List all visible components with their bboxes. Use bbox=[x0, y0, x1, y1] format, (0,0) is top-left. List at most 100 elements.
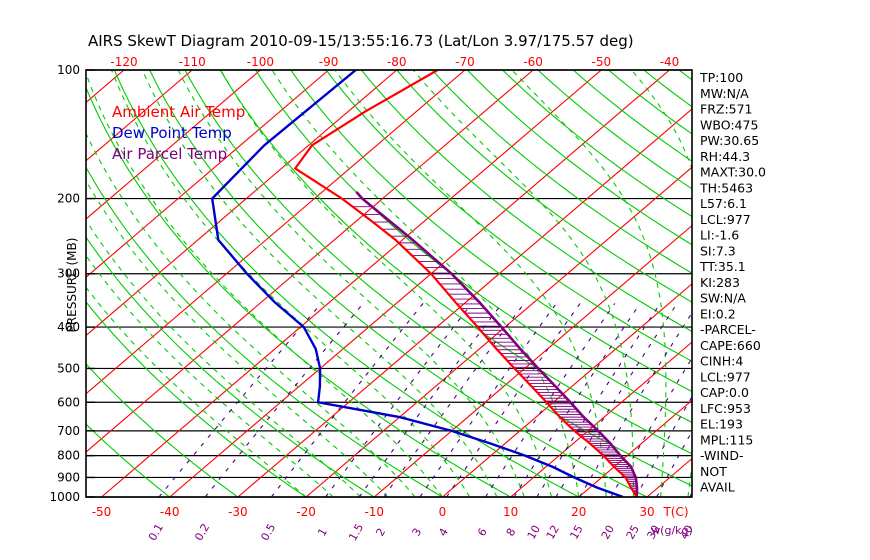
bottom-temp-tick-label: 30 bbox=[639, 505, 654, 519]
pressure-tick-label: 700 bbox=[57, 424, 80, 438]
pressure-tick-label: 200 bbox=[57, 192, 80, 206]
dry-adiabat-line bbox=[537, 70, 692, 190]
isotherm-line bbox=[86, 70, 466, 395]
index-row-6: MAXT:30.0 bbox=[700, 165, 766, 180]
pressure-tick-label: 100 bbox=[57, 63, 80, 77]
legend-item-0: Ambient Air Temp bbox=[112, 103, 245, 121]
moist-adiabat-line bbox=[86, 179, 389, 497]
index-row-20: CAP:0.0 bbox=[700, 385, 749, 400]
air-parcel-temp-curve bbox=[355, 191, 639, 497]
dry-adiabat-line bbox=[360, 70, 692, 333]
moist-adiabat-line bbox=[412, 70, 634, 497]
index-row-11: SI:7.3 bbox=[700, 243, 736, 258]
top-temp-tick-label: -90 bbox=[319, 55, 339, 69]
pressure-tick-label: 500 bbox=[57, 361, 80, 375]
isotherm-line bbox=[86, 70, 398, 337]
index-row-9: LCL:977 bbox=[700, 212, 751, 227]
index-row-5: RH:44.3 bbox=[700, 149, 750, 164]
bottom-temp-tick-label: -30 bbox=[228, 505, 248, 519]
ambient-air-temp-curve bbox=[293, 70, 638, 497]
dry-adiabat-line bbox=[255, 70, 692, 423]
isotherm-line bbox=[442, 283, 692, 497]
mixing-ratio-tick-label: 15 bbox=[567, 523, 585, 542]
index-row-8: L57:6.1 bbox=[700, 196, 747, 211]
mixing-ratio-line bbox=[446, 303, 581, 497]
mixing-ratio-line bbox=[419, 303, 557, 497]
dry-adiabat-line bbox=[113, 70, 580, 497]
pressure-axis: 100 200 300 400 500 600 700 800 900 1000 bbox=[49, 63, 95, 504]
index-row-17: CAPE:660 bbox=[700, 338, 761, 353]
top-temp-tick-label: -120 bbox=[110, 55, 137, 69]
index-row-23: MPL:115 bbox=[700, 432, 753, 447]
mixing-ratio-line bbox=[513, 303, 641, 497]
moist-adiabat-line bbox=[334, 70, 607, 497]
index-row-24: -WIND- bbox=[700, 448, 744, 463]
isotherm-line bbox=[86, 70, 193, 162]
index-row-22: EL:193 bbox=[700, 417, 743, 432]
mixing-ratio-line bbox=[358, 303, 503, 497]
mixing-ratio-tick-label: 10 bbox=[525, 523, 543, 542]
pressure-tick-label: 600 bbox=[57, 395, 80, 409]
index-row-25: NOT bbox=[700, 464, 727, 479]
pressure-tick-label: 800 bbox=[57, 449, 80, 463]
index-row-2: FRZ:571 bbox=[700, 102, 753, 117]
bottom-temp-tick-label: -10 bbox=[364, 505, 384, 519]
page-title: AIRS SkewT Diagram 2010-09-15/13:55:16.7… bbox=[88, 32, 634, 50]
top-temp-tick-label: -40 bbox=[660, 55, 680, 69]
isotherm-line bbox=[169, 70, 670, 497]
dry-adiabat-line bbox=[86, 86, 511, 497]
top-temp-tick-label: -50 bbox=[592, 55, 612, 69]
temperature-axis-label: T(C) bbox=[662, 505, 688, 519]
plot-border bbox=[85, 69, 693, 498]
index-row-3: WBO:475 bbox=[700, 117, 758, 132]
mixing-ratio-line bbox=[383, 303, 525, 497]
mixing-ratio-line bbox=[579, 311, 692, 497]
legend-item-2: Air Parcel Temp bbox=[112, 145, 227, 163]
index-row-12: TT:35.1 bbox=[699, 259, 746, 274]
bottom-temp-tick-label: 0 bbox=[439, 505, 447, 519]
moist-adiabat-line bbox=[86, 254, 334, 497]
pressure-tick-label: 300 bbox=[57, 267, 80, 281]
isotherm-line bbox=[101, 70, 602, 497]
mixing-ratio-line bbox=[635, 395, 692, 497]
mixing-ratio-line bbox=[158, 303, 322, 497]
dry-adiabat-line bbox=[290, 70, 692, 393]
dry-adiabat-line bbox=[431, 70, 692, 274]
dry-adiabat-line bbox=[184, 70, 692, 487]
top-temperature-axis: -120 -110 -100 -90 -80 -70 -60 -50 -40 bbox=[110, 55, 679, 69]
moist-adiabat-line bbox=[511, 70, 667, 497]
top-temp-tick-label: -70 bbox=[455, 55, 475, 69]
bottom-temp-tick-label: 20 bbox=[571, 505, 586, 519]
top-temp-tick-label: -80 bbox=[387, 55, 407, 69]
dry-adiabat-line bbox=[325, 70, 692, 362]
index-row-10: LI:-1.6 bbox=[700, 228, 739, 243]
pressure-tick-label: 900 bbox=[57, 470, 80, 484]
top-temp-tick-label: -100 bbox=[247, 55, 274, 69]
bottom-temp-tick-label: 10 bbox=[503, 505, 518, 519]
isotherm-line bbox=[305, 166, 692, 497]
isotherm-line bbox=[237, 108, 692, 497]
index-row-0: TP:100 bbox=[699, 70, 743, 85]
index-row-13: KI:283 bbox=[700, 275, 740, 290]
pressure-tick-label: 400 bbox=[57, 320, 80, 334]
moist-adiabat-line bbox=[220, 70, 553, 497]
index-row-1: MW:N/A bbox=[700, 86, 749, 101]
dry-adiabat-line bbox=[86, 301, 307, 497]
isotherm-line bbox=[86, 70, 534, 453]
mixing-ratio-tick-label: 25 bbox=[624, 523, 642, 542]
bottom-temp-tick-label: -50 bbox=[92, 505, 112, 519]
index-row-4: PW:30.65 bbox=[700, 133, 759, 148]
indices-panel: TP:100MW:N/AFRZ:571WBO:475PW:30.65RH:44.… bbox=[699, 70, 766, 495]
plot-frame bbox=[85, 69, 693, 498]
moist-adiabat-line bbox=[177, 70, 525, 497]
pressure-axis-label: PRESSURE (MB) bbox=[65, 238, 79, 333]
index-row-7: TH:5463 bbox=[699, 180, 753, 195]
dry-adiabat-line bbox=[219, 70, 692, 455]
moist-adiabat-line bbox=[86, 286, 307, 497]
pressure-tick-label: 1000 bbox=[49, 490, 80, 504]
mixing-ratio-line bbox=[656, 430, 692, 497]
moist-adiabat-line bbox=[271, 70, 580, 497]
bottom-temp-tick-label: -20 bbox=[296, 505, 316, 519]
